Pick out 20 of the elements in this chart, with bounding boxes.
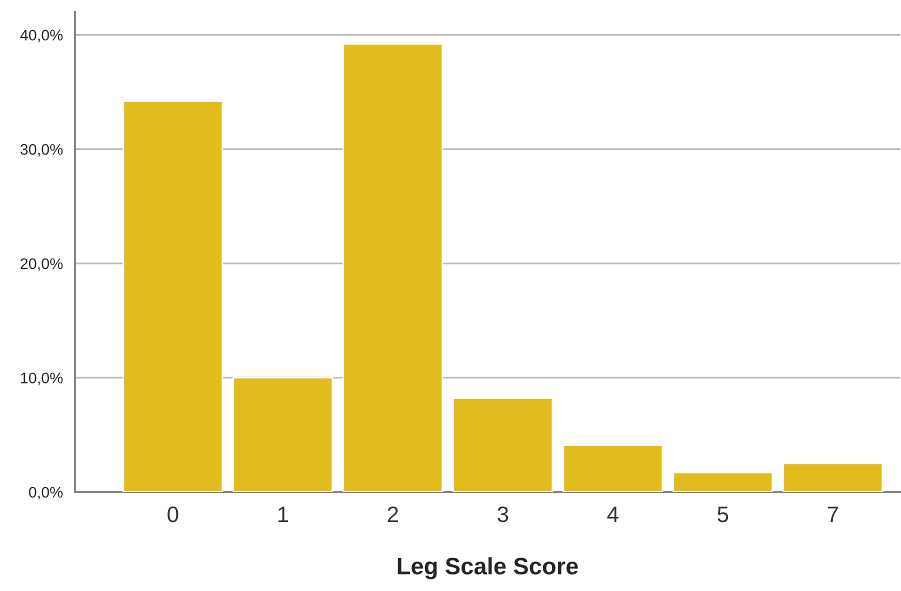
x-tick-label: 0: [168, 506, 178, 522]
x-tick-label: 1: [278, 506, 288, 522]
x-tick-label: 3: [498, 506, 508, 522]
x-tick-label: 2: [388, 506, 398, 522]
bar: [122, 100, 224, 492]
bar: [782, 462, 884, 492]
x-tick-label: 4: [607, 506, 618, 522]
bar: [672, 472, 774, 492]
bar: [452, 398, 554, 492]
x-tick-label: 7: [828, 506, 838, 522]
bar: [342, 43, 444, 492]
y-tick-label: 40,0%: [20, 30, 63, 42]
y-tick-label: 10,0%: [21, 372, 63, 386]
y-tick-label: 30,0%: [20, 144, 63, 157]
x-tick-label: 5: [718, 506, 728, 522]
x-axis-title: Leg Scale Score: [398, 557, 578, 580]
y-tick-label: 20,0%: [20, 258, 63, 271]
y-tick-label: 0,0%: [28, 486, 63, 500]
bar: [232, 377, 334, 492]
bar: [562, 444, 664, 492]
